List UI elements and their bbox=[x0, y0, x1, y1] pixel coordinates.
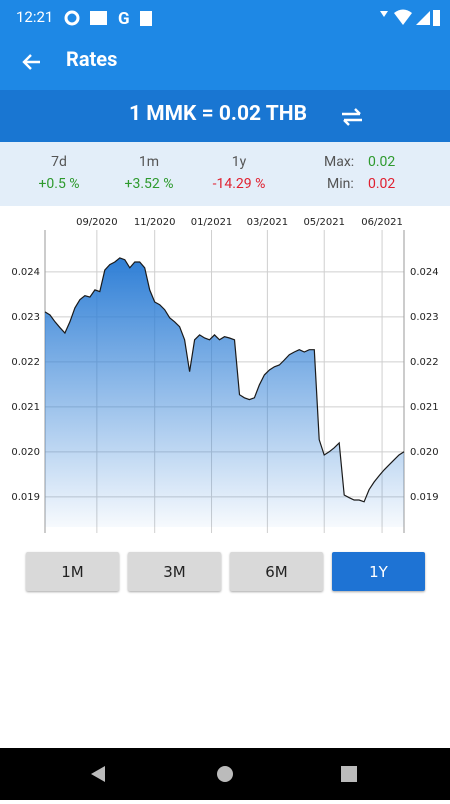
rate-band: 1 MMK = 0.02 THB bbox=[0, 90, 450, 142]
x-tick-label: 09/2020 bbox=[76, 217, 118, 228]
stat: 7d +0.5 % bbox=[14, 142, 104, 192]
wifi-icon bbox=[394, 9, 412, 25]
swap-button[interactable] bbox=[338, 105, 366, 129]
x-tick-label: 05/2021 bbox=[303, 217, 345, 228]
system-icons bbox=[380, 9, 440, 26]
range-button[interactable]: 1Y bbox=[332, 552, 425, 591]
stats-panel: 7d +0.5 % 1m +3.52 % 1y -14.29 % Max: 0.02 Min: 0… bbox=[0, 142, 450, 206]
chart: 0.019 0.019 0.020 0.020 0.021 0.021 0.022 0.022… bbox=[11, 217, 439, 533]
x-tick-label: 06/2021 bbox=[361, 217, 403, 228]
area-fill bbox=[45, 257, 404, 527]
nav-recents[interactable] bbox=[341, 766, 357, 782]
y-tick-label-right: 0.019 bbox=[410, 492, 439, 503]
settings-icon bbox=[64, 10, 80, 26]
g-icon: G bbox=[118, 9, 130, 28]
range-value: 0.02 bbox=[368, 176, 396, 192]
nav-back[interactable] bbox=[91, 766, 105, 782]
y-tick-label: 0.023 bbox=[11, 312, 40, 323]
stat-value: -14.29 % bbox=[212, 176, 266, 192]
y-tick-label-right: 0.024 bbox=[410, 267, 439, 278]
signal-icon bbox=[416, 11, 430, 25]
stat-label: 7d bbox=[51, 154, 67, 170]
y-tick-label-right: 0.020 bbox=[410, 447, 439, 458]
back-button[interactable] bbox=[20, 51, 44, 75]
status-bar: 12:21 G bbox=[0, 0, 450, 36]
clock: 12:21 bbox=[16, 8, 54, 26]
range-label: Min: bbox=[327, 176, 354, 192]
stat-label: 1y bbox=[231, 154, 247, 170]
app-bar: Rates bbox=[0, 36, 450, 90]
sd-icon bbox=[140, 11, 152, 26]
range-label: Max: bbox=[324, 154, 355, 170]
range-button[interactable]: 3M bbox=[128, 552, 221, 591]
stat-value: +3.52 % bbox=[124, 176, 174, 192]
y-tick-label: 0.019 bbox=[11, 492, 40, 503]
y-tick-label: 0.024 bbox=[11, 267, 40, 278]
nav-bar bbox=[0, 748, 450, 800]
app-title: Rates bbox=[66, 47, 118, 71]
status-icons: G bbox=[64, 9, 152, 28]
y-tick-label-right: 0.021 bbox=[410, 402, 439, 413]
rate-line bbox=[44, 257, 405, 503]
nav-home[interactable] bbox=[217, 766, 233, 782]
nav-icons bbox=[91, 766, 357, 782]
rate-text: 1 MMK = 0.02 THB bbox=[128, 102, 308, 126]
range-value: 0.02 bbox=[368, 154, 396, 170]
y-tick-label: 0.022 bbox=[11, 357, 40, 368]
stat: 1m +3.52 % bbox=[104, 142, 194, 192]
y-tick-label-right: 0.023 bbox=[410, 312, 439, 323]
stat-label: 1m bbox=[138, 154, 160, 170]
y-tick-label: 0.021 bbox=[11, 402, 40, 413]
stat: 1y -14.29 % bbox=[194, 142, 284, 192]
range-button[interactable]: 1M bbox=[26, 552, 119, 591]
y-tick-label: 0.020 bbox=[11, 447, 40, 458]
range-button[interactable]: 6M bbox=[230, 552, 323, 591]
vibrate-icon bbox=[380, 11, 388, 17]
x-tick-label: 03/2021 bbox=[247, 217, 289, 228]
x-tick-label: 01/2021 bbox=[191, 217, 233, 228]
battery-icon bbox=[433, 10, 440, 26]
stat-value: +0.5 % bbox=[38, 176, 80, 192]
x-tick-label: 11/2020 bbox=[134, 217, 176, 228]
mail-icon bbox=[90, 11, 107, 25]
y-tick-label-right: 0.022 bbox=[410, 357, 439, 368]
